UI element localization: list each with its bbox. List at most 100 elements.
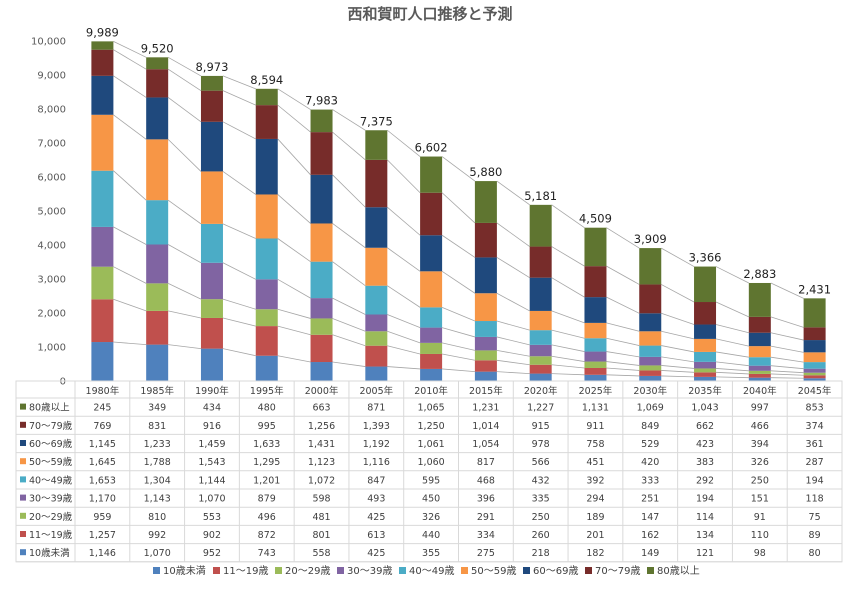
legend-key bbox=[20, 531, 26, 537]
bar-segment bbox=[748, 373, 771, 378]
legend-item[interactable]: 11～19歳 bbox=[213, 565, 268, 577]
series-line bbox=[496, 350, 530, 357]
table-cell: 1,192 bbox=[363, 439, 390, 450]
table-cell: 743 bbox=[258, 548, 276, 559]
series-line bbox=[277, 308, 311, 319]
data-table: 1980年 1985年 1990年 1995年 2000年 2005年 2010年 2015年… bbox=[15, 380, 843, 563]
legend-item[interactable]: 80歳以上 bbox=[647, 565, 700, 577]
bar-segment bbox=[365, 159, 388, 208]
bar-segment bbox=[748, 377, 771, 381]
table-cell: 1,146 bbox=[89, 548, 116, 559]
bar-segment bbox=[365, 247, 388, 286]
bar-segment bbox=[310, 132, 333, 175]
table-cell: 997 bbox=[751, 403, 769, 414]
legend-item[interactable]: 10歳未満 bbox=[153, 565, 206, 577]
bar-segment bbox=[200, 75, 223, 91]
bar-segment bbox=[748, 332, 771, 347]
bar-segment bbox=[310, 334, 333, 363]
bar-segment bbox=[474, 257, 497, 294]
table-cell: 493 bbox=[367, 494, 385, 505]
series-line bbox=[551, 310, 585, 324]
row-label: 11～19歳 bbox=[29, 529, 73, 541]
table-cell: 1,069 bbox=[637, 403, 664, 414]
table-cell: 1,459 bbox=[198, 439, 225, 450]
series-line bbox=[387, 285, 421, 308]
series-line bbox=[496, 180, 530, 206]
bar-segment bbox=[584, 297, 607, 323]
table-cell: 1,257 bbox=[89, 530, 116, 541]
legend-key bbox=[20, 549, 26, 556]
table-cell: 879 bbox=[258, 494, 276, 505]
series-line bbox=[167, 56, 202, 77]
table-cell: 374 bbox=[806, 421, 824, 432]
legend-key bbox=[20, 421, 26, 428]
table-cell: 1,393 bbox=[363, 421, 390, 432]
table-cell: 480 bbox=[258, 403, 276, 414]
bar-segment bbox=[474, 336, 497, 351]
series-line bbox=[168, 344, 202, 350]
series-line bbox=[222, 90, 256, 106]
series-line bbox=[715, 361, 749, 367]
table-row: 40～49歳 1,653 1,304 1,144 1,201 1,072 847 595 468… bbox=[20, 474, 824, 486]
series-line bbox=[606, 322, 640, 332]
x-category-label: 2010年 bbox=[414, 385, 448, 397]
row-label: 40～49歳 bbox=[29, 474, 73, 486]
series-line bbox=[606, 361, 640, 366]
series-1-bars bbox=[91, 342, 826, 381]
legend-swatch bbox=[337, 567, 344, 574]
table-cell: 110 bbox=[751, 530, 769, 541]
x-category-label: 2040年 bbox=[743, 385, 777, 397]
row-label: 70～79歳 bbox=[29, 420, 73, 432]
series-line bbox=[387, 345, 421, 355]
series-line bbox=[551, 344, 585, 352]
bar-segment bbox=[694, 324, 717, 339]
table-cell: 423 bbox=[696, 439, 714, 450]
table-cell: 1,227 bbox=[527, 403, 554, 414]
legend-item[interactable]: 30～39歳 bbox=[337, 565, 392, 577]
series-line bbox=[222, 223, 256, 239]
legend-item[interactable]: 50～59歳 bbox=[461, 565, 516, 577]
bar-segment bbox=[803, 327, 826, 341]
legend-swatch bbox=[523, 567, 530, 574]
legend-key bbox=[20, 494, 26, 501]
series-line bbox=[496, 359, 530, 366]
series-line bbox=[496, 336, 530, 346]
bar-segment bbox=[639, 248, 662, 285]
bar-segment bbox=[420, 156, 443, 193]
total-label: 9,989 bbox=[86, 25, 119, 39]
series-line bbox=[715, 266, 750, 284]
table-cell: 335 bbox=[532, 494, 550, 505]
legend-item[interactable]: 40～49歳 bbox=[399, 565, 454, 577]
table-cell: 326 bbox=[751, 457, 769, 468]
table-cell: 872 bbox=[258, 530, 276, 541]
legend-label: 30～39歳 bbox=[347, 565, 392, 577]
legend-key bbox=[20, 458, 26, 465]
table-cell: 118 bbox=[806, 494, 824, 505]
bar-segment bbox=[529, 373, 552, 381]
table-cell: 902 bbox=[203, 530, 221, 541]
legend-item[interactable]: 20～29歳 bbox=[275, 565, 330, 577]
series-line bbox=[167, 244, 202, 264]
row-label: 80歳以上 bbox=[29, 402, 70, 414]
series-line bbox=[496, 292, 530, 312]
table-cell: 245 bbox=[93, 403, 111, 414]
table-cell: 553 bbox=[203, 512, 221, 523]
series-line bbox=[606, 367, 640, 371]
x-category-label: 2000年 bbox=[305, 385, 339, 397]
table-cell: 1,123 bbox=[308, 457, 335, 468]
table-cell: 853 bbox=[806, 403, 824, 414]
series-line bbox=[387, 159, 421, 194]
series-7-bars bbox=[91, 75, 826, 353]
series-line bbox=[551, 277, 585, 298]
table-cell: 392 bbox=[586, 475, 604, 486]
bar-segment bbox=[474, 293, 497, 322]
legend-item[interactable]: 60～69歳 bbox=[523, 565, 578, 577]
legend-key bbox=[20, 512, 26, 519]
table-cell: 334 bbox=[477, 530, 495, 541]
legend[interactable]: 10歳未満 11～19歳 20～29歳 30～39歳 40～49歳 50～59歳 60～69… bbox=[153, 565, 700, 577]
legend-item[interactable]: 70～79歳 bbox=[585, 565, 640, 577]
table-cell: 1,070 bbox=[198, 494, 225, 505]
series-line bbox=[441, 192, 476, 224]
series-line bbox=[332, 297, 366, 315]
x-category-label: 1980年 bbox=[86, 385, 120, 397]
